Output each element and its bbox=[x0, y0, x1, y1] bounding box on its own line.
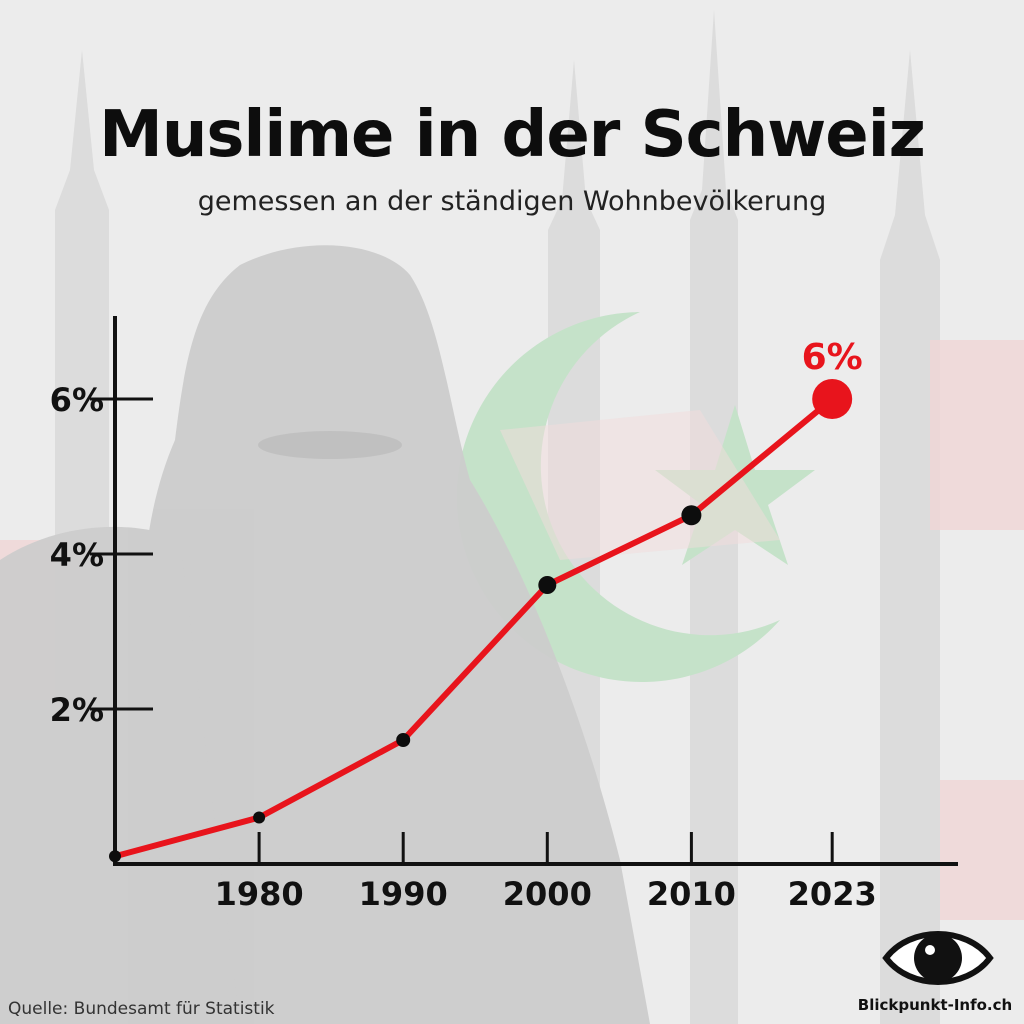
data-point bbox=[396, 733, 411, 747]
series-line bbox=[112, 396, 836, 860]
data-point bbox=[109, 850, 121, 863]
y-tick-label: 4% bbox=[50, 536, 104, 574]
data-point bbox=[681, 505, 702, 526]
x-tick-label: 1980 bbox=[215, 875, 304, 913]
x-tick-label: 2000 bbox=[503, 875, 592, 913]
chart-title: Muslime in der Schweiz bbox=[99, 98, 926, 172]
data-point bbox=[253, 811, 266, 824]
y-tick-label: 6% bbox=[50, 381, 104, 419]
x-tick-label: 2023 bbox=[788, 875, 877, 913]
data-point bbox=[538, 576, 557, 594]
crescent-and-star-symbol bbox=[456, 312, 815, 682]
minaret-far-right bbox=[880, 50, 940, 1024]
data-point bbox=[812, 379, 853, 419]
chart-subtitle: gemessen an der ständigen Wohnbevölkerun… bbox=[197, 186, 827, 217]
source-note: Quelle: Bundesamt für Statistik bbox=[8, 999, 275, 1019]
x-tick-label: 2010 bbox=[647, 875, 736, 913]
end-value-label: 6% bbox=[802, 337, 863, 378]
eye-icon bbox=[882, 931, 994, 985]
y-tick-label: 2% bbox=[50, 691, 104, 729]
x-tick-label: 1990 bbox=[359, 875, 448, 913]
brand-name: Blickpunkt-Info.ch bbox=[857, 996, 1013, 1014]
